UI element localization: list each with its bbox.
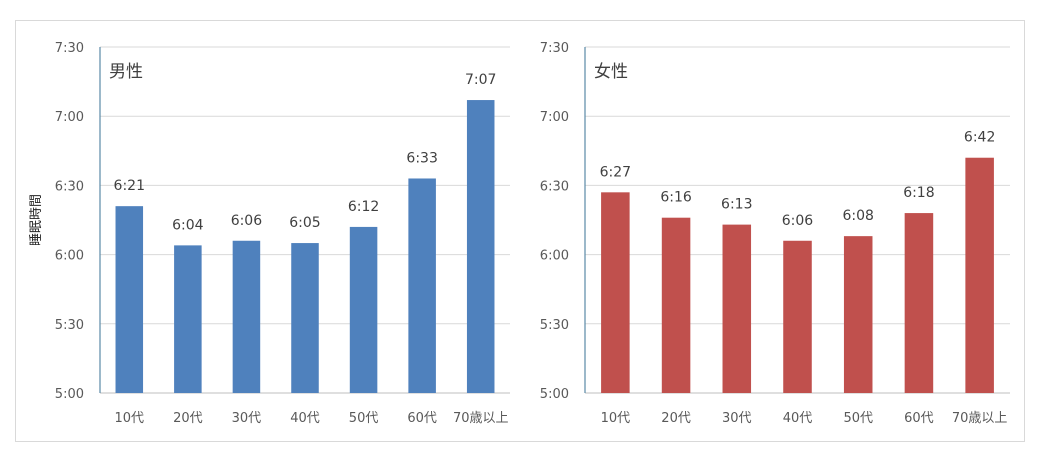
data-label: 6:12 [348,199,379,215]
x-tick-label: 50代 [349,411,379,426]
data-label: 6:08 [842,208,873,224]
x-tick-label: 50代 [843,411,873,426]
y-tick-label: 7:30 [540,41,569,56]
panel-title: 女性 [594,62,628,82]
y-tick-label: 5:00 [55,387,84,402]
bar [843,236,873,393]
x-tick-label: 70歳以上 [952,411,1008,426]
bar [232,240,261,393]
data-label: 7:07 [465,72,496,88]
panel-title: 男性 [109,62,143,82]
x-tick-label: 20代 [661,411,691,426]
bar [783,240,812,393]
y-tick-label: 7:00 [55,110,84,125]
x-tick-label: 30代 [722,411,752,426]
x-tick-label: 10代 [601,411,631,426]
bar [904,213,934,393]
bar [291,243,319,393]
data-label: 6:21 [114,178,145,194]
data-label: 6:06 [782,213,814,229]
bar [466,100,495,393]
data-label: 6:27 [600,164,631,180]
bar [601,192,630,393]
x-tick-label: 40代 [290,411,320,426]
data-label: 6:04 [172,217,204,233]
x-tick-label: 60代 [407,411,437,426]
x-tick-label: 10代 [115,411,145,426]
y-axis-label: 睡眠時間 [29,194,44,246]
y-tick-label: 5:00 [540,387,569,402]
panel-female: 5:00 5:30 6:00 6:30 7:00 7:30 女性 6:27 10代 6:16 20代… [540,41,1010,426]
x-tick-label: 20代 [173,411,203,426]
y-tick-label: 6:00 [55,249,84,264]
y-tick-label: 6:30 [540,179,569,194]
x-tick-label: 30代 [232,411,262,426]
data-label: 6:42 [964,130,995,146]
bar [965,157,994,393]
y-tick-label: 5:30 [540,318,569,333]
y-tick-label: 7:30 [55,41,84,56]
y-tick-label: 6:30 [55,179,84,194]
data-label: 6:33 [406,150,437,166]
bar [661,217,691,393]
x-tick-label: 40代 [783,411,813,426]
bar [408,178,436,393]
data-label: 6:18 [903,185,934,201]
x-tick-label: 70歳以上 [453,411,509,426]
data-label: 6:16 [660,190,692,206]
y-tick-label: 7:00 [540,110,569,125]
data-label: 6:05 [289,215,320,231]
data-label: 6:06 [231,213,263,229]
data-label: 6:13 [721,197,752,213]
y-tick-label: 5:30 [55,318,84,333]
bar [174,245,202,393]
panel-male: 5:00 5:30 6:00 6:30 7:00 7:30 男性 6:21 10代 6:04 20代… [55,41,510,426]
bar [722,224,752,393]
bar [115,206,144,393]
bar [349,226,378,393]
x-tick-label: 60代 [904,411,934,426]
y-tick-label: 6:00 [540,249,569,264]
